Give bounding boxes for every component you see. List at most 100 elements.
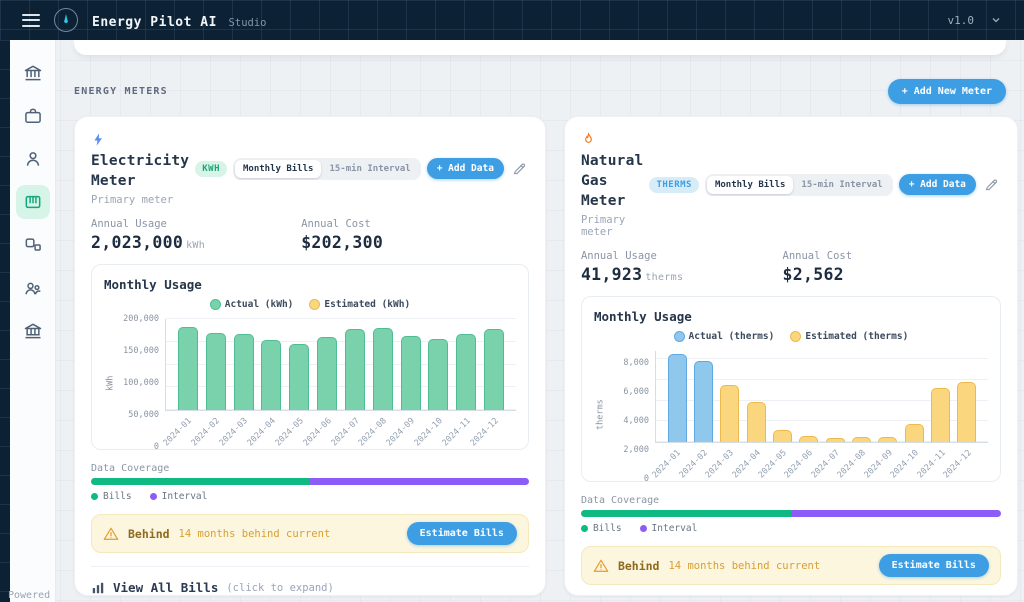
plot-area	[165, 318, 516, 411]
divider	[91, 566, 529, 567]
y-axis-ticks: 0 2,000 4,000 6,000 8,000	[623, 357, 649, 484]
chart-bar	[233, 334, 254, 410]
bills-dot	[580, 525, 588, 532]
usage-label: Annual Usage	[580, 250, 657, 262]
legend-item: Actual (kWh)	[209, 299, 293, 310]
add-data-button[interactable]: + Add Data	[898, 174, 976, 195]
chart-bar	[904, 424, 924, 442]
coverage-interval-segment	[309, 478, 529, 485]
chart-bar	[205, 332, 226, 410]
gauge-logo-icon	[54, 8, 78, 32]
chart-bar	[720, 385, 740, 442]
usage-unit: kWh	[186, 240, 206, 251]
unit-badge: THERMS	[649, 176, 699, 193]
bills-label: Bills	[592, 523, 622, 534]
powered-by-text: Powered	[8, 590, 51, 601]
version-dropdown[interactable]: v1.0	[948, 14, 1003, 27]
section-header: ENERGY METERS + Add New Meter	[74, 79, 1006, 104]
left-rail	[0, 40, 10, 602]
interval-dot	[149, 493, 157, 500]
chart-bar	[372, 328, 393, 410]
bank-columns-icon	[24, 323, 41, 339]
sidebar-item-user[interactable]	[16, 142, 50, 176]
brand-name: Energy Pilot AI	[92, 14, 217, 30]
view-all-bills-toggle[interactable]: View All Bills (click to expand)	[91, 567, 529, 595]
chart-bar	[930, 388, 950, 442]
natural-gas-meter-card: Natural Gas Meter Primary meter THERMS M…	[563, 116, 1018, 599]
sidebar-item-institution[interactable]	[16, 314, 50, 348]
chart-legend: Actual (kWh) Estimated (kWh)	[104, 299, 516, 310]
view-bills-title: View All Bills	[113, 580, 219, 595]
coverage-label: Data Coverage	[580, 495, 660, 506]
version-label: v1.0	[947, 13, 975, 27]
bank-icon	[24, 65, 41, 81]
sidebar-item-briefcase[interactable]	[16, 99, 50, 133]
coverage-bills-segment	[91, 478, 310, 485]
chart-bar	[851, 437, 871, 442]
chevron-down-icon	[992, 18, 1000, 23]
warning-message: 14 months behind current	[178, 527, 331, 540]
legend-item: Actual (therms)	[673, 331, 774, 342]
meter-icon	[25, 195, 40, 209]
monthly-usage-chart: Monthly Usage Actual (therms) Estimated (…	[580, 296, 1001, 484]
interval-label: Interval	[651, 523, 698, 534]
plot-area	[654, 351, 988, 443]
sidebar-item-users[interactable]	[16, 271, 50, 305]
y-axis-label: therms	[595, 399, 606, 431]
chart-bar	[177, 326, 198, 410]
chart-bar	[878, 436, 898, 442]
sidebar-item-meters[interactable]	[15, 185, 50, 219]
legend-item: Estimated (kWh)	[309, 299, 410, 310]
app-header: Energy Pilot AI Studio v1.0	[0, 0, 1024, 40]
section-label: ENERGY METERS	[74, 86, 168, 97]
top-partial-card	[74, 40, 1006, 55]
sidebar-item-layout[interactable]	[16, 228, 50, 262]
bar-series	[166, 319, 516, 410]
add-data-button[interactable]: + Add Data	[426, 158, 504, 179]
cost-label: Annual Cost	[782, 250, 853, 262]
cost-label: Annual Cost	[301, 218, 371, 230]
chart-bar	[261, 340, 282, 410]
bar-chart-icon	[92, 582, 104, 593]
warning-badge: Behind	[128, 526, 170, 541]
add-new-meter-button[interactable]: + Add New Meter	[887, 79, 1006, 104]
usage-value: 2,023,000 kWh	[91, 233, 206, 252]
tab-monthly-bills[interactable]: Monthly Bills	[235, 159, 322, 178]
interval-dot	[639, 525, 647, 532]
chart-bar	[693, 361, 713, 442]
cost-value: $202,300	[301, 233, 384, 252]
menu-icon[interactable]	[22, 13, 40, 27]
coverage-bills-segment	[580, 510, 791, 517]
user-icon	[26, 152, 39, 166]
cost-value: $2,562	[782, 265, 844, 284]
tab-monthly-bills[interactable]: Monthly Bills	[706, 175, 794, 194]
meter-subtitle: Primary meter	[91, 194, 174, 206]
estimate-bills-button[interactable]: Estimate Bills	[878, 554, 989, 577]
estimate-bills-button[interactable]: Estimate Bills	[406, 522, 517, 545]
meter-title: Electricity Meter	[91, 131, 189, 191]
tab-15min-interval[interactable]: 15-min Interval	[801, 179, 883, 190]
bills-dot	[91, 493, 98, 500]
edit-meter-button[interactable]	[510, 159, 529, 178]
data-mode-toggle: Monthly Bills 15-min Interval	[233, 157, 421, 180]
card-controls: KWH Monthly Bills 15-min Interval + Add …	[195, 157, 529, 180]
data-coverage: Data Coverage Bills Interval	[580, 495, 1001, 534]
chart-bar	[317, 336, 338, 410]
chart-title: Monthly Usage	[593, 309, 692, 324]
lightning-icon	[94, 133, 102, 146]
card-header: Natural Gas Meter Primary meter THERMS M…	[581, 131, 1001, 238]
annual-stats: Annual Usage 2,023,000 kWh Annual Cost $2…	[91, 218, 529, 252]
y-axis-ticks: 0 50,000 100,000 150,000 200,000	[123, 314, 159, 452]
sidebar-item-bank[interactable]	[16, 56, 50, 90]
edit-meter-button[interactable]	[982, 175, 1001, 194]
usage-unit: therms	[645, 272, 684, 283]
data-coverage: Data Coverage Bills Interval	[91, 463, 529, 502]
behind-warning-banner: Behind 14 months behind current Estimate…	[580, 546, 1001, 585]
tab-15min-interval[interactable]: 15-min Interval	[329, 163, 411, 174]
usage-label: Annual Usage	[91, 218, 167, 230]
chart-bar	[957, 382, 977, 442]
electricity-meter-card: Electricity Meter Primary meter KWH Mont…	[74, 116, 546, 596]
coverage-legend: Bills Interval	[91, 491, 529, 502]
main-content: ENERGY METERS + Add New Meter Electricit…	[56, 40, 1024, 602]
meter-title: Natural Gas Meter	[581, 131, 644, 211]
